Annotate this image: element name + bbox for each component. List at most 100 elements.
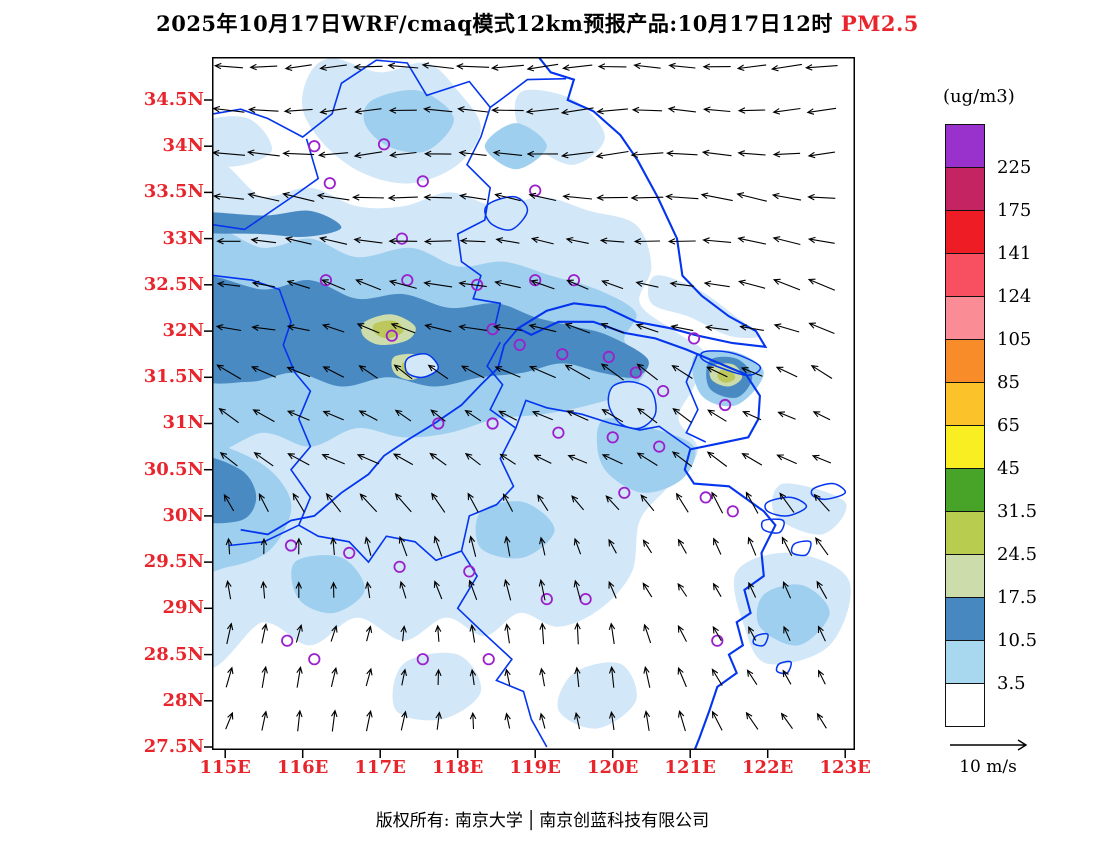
wind-vector — [494, 280, 521, 289]
wind-vector — [253, 452, 274, 467]
wind-vector — [330, 666, 338, 688]
station-marker — [343, 546, 356, 559]
wind-vector — [737, 107, 766, 114]
lat-axis-label: 29.5N — [143, 551, 204, 573]
wind-vector — [424, 150, 452, 158]
province-border — [213, 138, 320, 231]
wind-vector — [747, 536, 757, 556]
wind-vector — [745, 491, 759, 514]
wind-vector — [434, 624, 442, 642]
wind-vector — [677, 538, 687, 554]
wind-vector — [387, 194, 418, 202]
wind-vector — [458, 280, 487, 288]
wind-vector — [738, 279, 766, 289]
wind-vector — [292, 492, 305, 513]
wind-vector — [601, 454, 623, 465]
wind-vector — [316, 192, 350, 201]
wind-vector — [677, 582, 688, 597]
station-marker — [618, 486, 631, 499]
wind-vector — [811, 454, 832, 464]
wind-vector — [815, 537, 829, 556]
wind-vector — [251, 324, 276, 331]
wind-vector — [215, 324, 242, 332]
wind-vector — [779, 492, 795, 513]
wind-vector — [321, 323, 345, 333]
wind-vector — [225, 537, 233, 555]
legend-color-block — [945, 468, 985, 512]
wind-vector — [781, 536, 793, 556]
wind-vector — [562, 64, 593, 71]
wind-vector — [490, 64, 524, 71]
wind-vector — [745, 711, 759, 730]
pm25-fill-region — [771, 483, 847, 535]
pm25-fill-region — [363, 89, 454, 153]
wind-vector — [526, 150, 559, 158]
wind-vector — [284, 236, 312, 245]
island-outline — [699, 350, 762, 377]
wind-vector — [526, 63, 559, 72]
wind-vector — [223, 493, 235, 512]
wind-vector — [319, 107, 347, 115]
wind-vector — [387, 62, 419, 70]
wind-vector — [608, 538, 617, 554]
station-markers — [281, 138, 739, 666]
legend-color-block — [945, 253, 985, 297]
wind-vector — [356, 323, 380, 334]
pm25-fill-region — [212, 276, 649, 387]
wind-vector — [672, 408, 692, 424]
lat-axis-label: 31N — [162, 412, 204, 434]
wind-vector — [806, 107, 837, 115]
wind-vector — [458, 324, 487, 331]
wind-vector — [433, 535, 443, 557]
legend-value-label: 85 — [997, 372, 1020, 393]
yangtze-river-line — [240, 327, 519, 536]
wind-vector — [816, 712, 827, 729]
station-marker — [699, 491, 712, 504]
wind-vector — [630, 194, 664, 202]
station-marker — [656, 384, 670, 398]
wind-vector — [539, 622, 546, 645]
wind-vector — [322, 410, 344, 421]
wind-vector — [666, 150, 698, 157]
wind-vector — [248, 106, 279, 114]
wind-vector — [499, 453, 516, 465]
wind-vector — [671, 365, 693, 379]
wind-vector — [399, 580, 407, 599]
wind-vector — [706, 451, 728, 467]
station-marker — [377, 138, 391, 151]
pm25-fill-region — [392, 652, 482, 721]
station-marker — [463, 565, 476, 578]
wind-reference-arrow — [950, 739, 1028, 751]
wind-vector — [528, 192, 557, 202]
wind-vector — [573, 537, 582, 555]
wind-vector — [596, 108, 628, 115]
wind-vector — [249, 63, 278, 71]
wind-vector — [633, 238, 661, 245]
wind-vector — [353, 236, 383, 244]
wind-vector — [600, 323, 624, 334]
island-outline — [810, 482, 847, 501]
legend-color-block — [945, 597, 985, 641]
station-marker — [308, 653, 321, 666]
legend-color-block — [945, 124, 985, 168]
wind-vector — [808, 322, 835, 335]
pm25-fill-region — [212, 210, 342, 238]
lon-axis-label: 116E — [277, 757, 329, 778]
page-title: 2025年10月17日WRF/cmaq模式12km预报产品:10月17日12时 P… — [0, 8, 1075, 38]
wind-vector — [564, 322, 591, 334]
wind-vector — [260, 580, 267, 599]
legend-color-block — [945, 296, 985, 340]
wind-vector — [252, 409, 275, 423]
wind-vector — [216, 237, 241, 245]
wind-vector — [358, 365, 378, 379]
pm25-fill-region — [596, 418, 696, 493]
wind-vector — [322, 366, 345, 378]
lon-axis-label: 121E — [664, 757, 716, 778]
lon-axis-label: 115E — [199, 757, 251, 778]
wind-vector — [537, 494, 549, 511]
wind-vector — [597, 63, 627, 70]
wind-vector — [643, 623, 652, 644]
lat-axis-label: 34.5N — [143, 88, 204, 110]
wind-vector — [636, 452, 658, 466]
wind-vector — [771, 192, 802, 201]
